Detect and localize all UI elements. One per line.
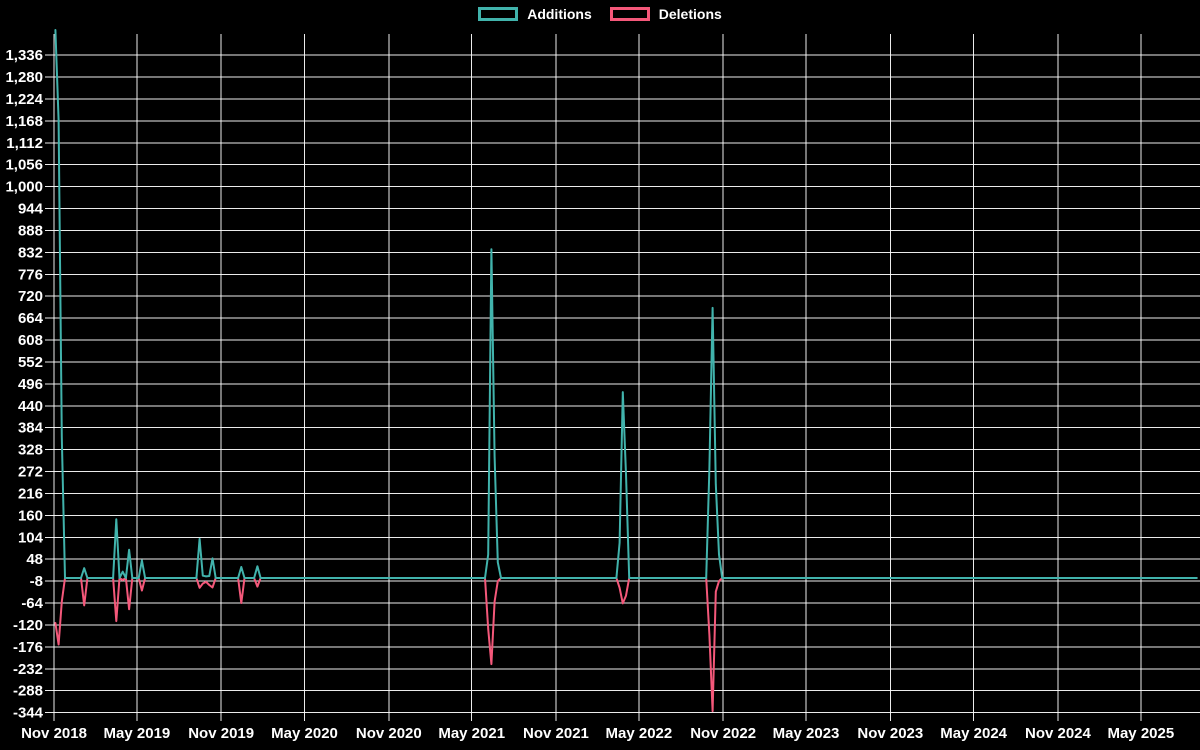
y-tick-label: 384 bbox=[18, 420, 44, 437]
y-tick-label: 944 bbox=[18, 201, 44, 218]
y-tick-label: -120 bbox=[13, 617, 43, 634]
y-tick-label: 1,112 bbox=[6, 135, 43, 152]
y-tick-label: 272 bbox=[18, 464, 43, 481]
x-tick-label: Nov 2021 bbox=[523, 725, 589, 742]
y-tick-label: -344 bbox=[13, 705, 44, 722]
legend-label-deletions: Deletions bbox=[658, 6, 722, 22]
y-tick-label: 664 bbox=[18, 310, 44, 327]
y-tick-label: 48 bbox=[26, 551, 43, 568]
y-tick-label: -288 bbox=[13, 683, 43, 700]
legend-item-deletions[interactable]: Deletions bbox=[609, 6, 722, 22]
y-tick-label: 552 bbox=[18, 354, 43, 371]
y-tick-label: -176 bbox=[13, 639, 43, 656]
x-tick-label: Nov 2020 bbox=[356, 725, 422, 742]
x-tick-label: Nov 2024 bbox=[1025, 725, 1092, 742]
x-tick-label: May 2021 bbox=[438, 725, 505, 742]
additions-line bbox=[54, 29, 1198, 579]
y-tick-label: 496 bbox=[18, 376, 43, 393]
y-tick-label: 160 bbox=[18, 507, 43, 524]
x-tick-label: May 2024 bbox=[940, 725, 1007, 742]
legend: Additions Deletions bbox=[0, 7, 1200, 21]
x-tick-label: May 2025 bbox=[1107, 725, 1174, 742]
y-tick-label: 1,280 bbox=[5, 69, 43, 86]
x-tick-label: May 2022 bbox=[606, 725, 673, 742]
y-tick-label: 1,056 bbox=[5, 157, 43, 174]
x-tick-label: May 2020 bbox=[271, 725, 338, 742]
x-tick-label: Nov 2018 bbox=[21, 725, 87, 742]
y-tick-label: 1,224 bbox=[5, 91, 43, 108]
y-tick-label: 776 bbox=[18, 266, 43, 283]
x-tick-label: May 2023 bbox=[773, 725, 840, 742]
x-tick-label: Nov 2022 bbox=[690, 725, 756, 742]
y-tick-label: 1,000 bbox=[5, 179, 43, 196]
deletions-swatch-icon bbox=[609, 7, 650, 21]
y-tick-label: 1,168 bbox=[5, 113, 43, 130]
y-tick-label: -8 bbox=[30, 573, 43, 590]
y-tick-label: 440 bbox=[18, 398, 43, 415]
x-tick-label: Nov 2019 bbox=[188, 725, 254, 742]
legend-item-additions[interactable]: Additions bbox=[478, 7, 592, 21]
x-tick-label: Nov 2023 bbox=[857, 725, 923, 742]
x-tick-label: May 2019 bbox=[104, 725, 171, 742]
y-tick-label: 328 bbox=[18, 442, 43, 459]
y-tick-label: -232 bbox=[13, 661, 43, 678]
y-tick-label: 832 bbox=[18, 244, 43, 261]
y-tick-label: -64 bbox=[21, 595, 43, 612]
legend-label-additions: Additions bbox=[527, 6, 592, 22]
y-tick-label: 1,336 bbox=[5, 47, 43, 64]
y-tick-label: 104 bbox=[18, 529, 44, 546]
y-tick-label: 720 bbox=[18, 288, 43, 305]
y-tick-label: 608 bbox=[18, 332, 43, 349]
y-tick-label: 216 bbox=[18, 485, 43, 502]
y-tick-label: 888 bbox=[18, 222, 43, 239]
additions-swatch-icon bbox=[478, 7, 519, 21]
